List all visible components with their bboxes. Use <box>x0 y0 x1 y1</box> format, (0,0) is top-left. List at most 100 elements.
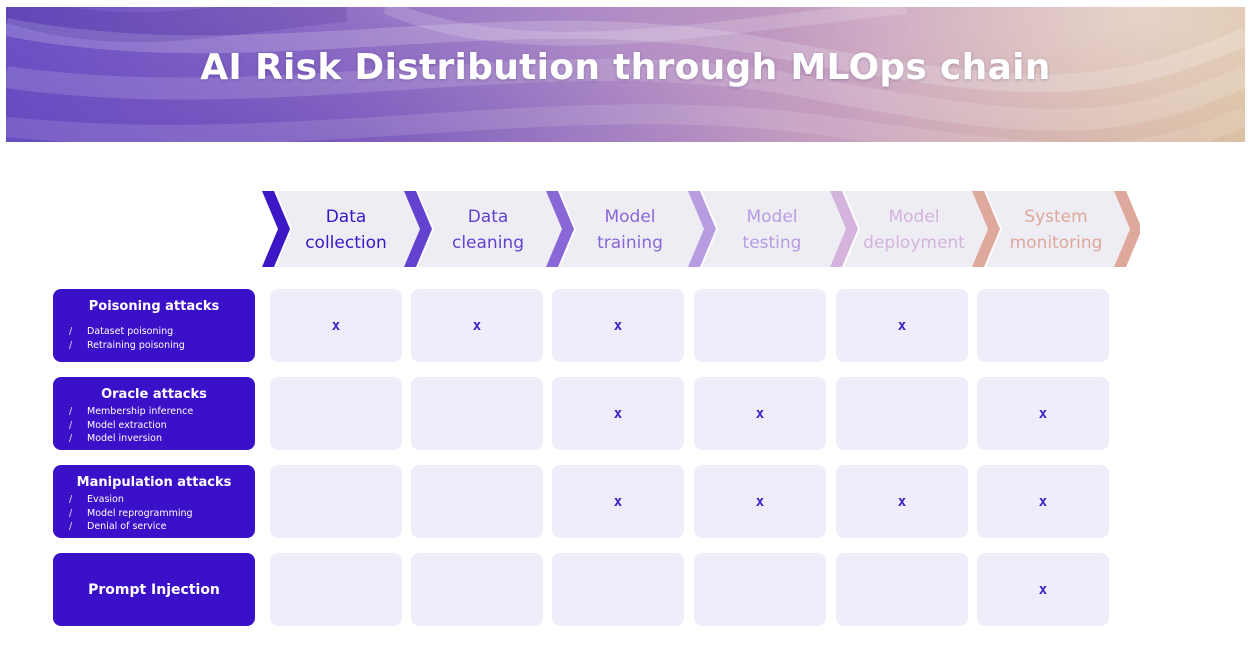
attack-subitem-label: Evasion <box>87 494 124 505</box>
stage-chevron-body <box>560 191 704 267</box>
risk-mark: x <box>1038 405 1048 422</box>
stage-2: Data cleaning <box>404 191 572 267</box>
stage-label: System monitoring <box>992 204 1120 256</box>
risk-mark: x <box>613 317 623 334</box>
stage-chevron <box>262 191 420 267</box>
attack-subitem: / Dataset poisoning <box>69 325 249 339</box>
attack-subitems: / Evasion / Model reprogramming / Denial of s… <box>69 493 249 534</box>
matrix-cell: x <box>836 465 968 538</box>
risk-mark: x <box>1038 581 1048 598</box>
stage-chevron-band <box>972 191 1000 267</box>
matrix-cell <box>552 553 684 626</box>
matrix-cell: x <box>411 289 543 362</box>
stage-label-line1: Model <box>746 207 798 227</box>
matrix-cell: x <box>552 465 684 538</box>
matrix-cell <box>270 465 402 538</box>
attack-label-1: Poisoning attacks / Dataset poisoning / Retr… <box>53 289 255 362</box>
stage-label-line2: deployment <box>863 233 965 253</box>
attack-subitem-label: Model inversion <box>87 433 162 444</box>
stage-label-line2: training <box>597 233 663 253</box>
stage-chevron-band <box>688 191 716 267</box>
attack-subitems: / Membership inference / Model extraction / M… <box>69 405 249 446</box>
matrix-cell <box>694 553 826 626</box>
stage-label-line1: Data <box>467 207 509 227</box>
matrix-cell <box>411 465 543 538</box>
stage-chevron <box>688 191 846 267</box>
item-prefix: / <box>69 521 73 532</box>
stage-chevron <box>972 191 1140 267</box>
matrix-cell <box>411 377 543 450</box>
stage-label: Model training <box>566 204 694 256</box>
title-banner: AI Risk Distribution through MLOps chain <box>6 7 1245 142</box>
risk-mark: x <box>755 405 765 422</box>
matrix-cell: x <box>552 377 684 450</box>
stage-label-line2: collection <box>305 233 387 253</box>
stage-label-line2: cleaning <box>451 233 524 253</box>
risk-mark: x <box>897 493 907 510</box>
stage-chevron-band <box>404 191 432 267</box>
stage-5: Model deployment <box>830 191 998 267</box>
stage-chevron-band <box>830 191 858 267</box>
attack-subitem-label: Denial of service <box>87 521 167 532</box>
stage-label: Data collection <box>282 204 410 256</box>
stage-chevron <box>546 191 704 267</box>
attack-subitem: / Model inversion <box>69 432 249 446</box>
stage-label-line1: Model <box>888 207 940 227</box>
stage-label-line2: monitoring <box>1009 233 1103 253</box>
risk-mark: x <box>755 493 765 510</box>
attack-subitem-label: Dataset poisoning <box>87 326 174 337</box>
attack-title: Prompt Injection <box>88 581 220 598</box>
page-title: AI Risk Distribution through MLOps chain <box>200 47 1051 88</box>
stage-chevron-body <box>986 191 1130 267</box>
stage-label-line2: testing <box>742 233 802 253</box>
stage-label-line1: Data <box>325 207 367 227</box>
matrix-cell: x <box>977 465 1109 538</box>
risk-mark: x <box>472 317 482 334</box>
attack-subitem-label: Retraining poisoning <box>87 339 185 351</box>
item-prefix: / <box>69 507 73 519</box>
risk-mark: x <box>1038 493 1048 510</box>
attack-label-3: Manipulation attacks / Evasion / Model repro… <box>53 465 255 538</box>
attack-title: Poisoning attacks <box>88 299 220 314</box>
stage-chevron <box>404 191 562 267</box>
attack-label-2: Oracle attacks / Membership inference / Mode… <box>53 377 255 450</box>
attack-subitem-label: Membership inference <box>87 406 194 417</box>
stage-3: Model training <box>546 191 714 267</box>
attack-subitem: / Evasion <box>69 493 249 507</box>
attack-label-4: Prompt Injection <box>53 553 255 626</box>
stage-chevron-end <box>1114 191 1140 267</box>
item-prefix: / <box>69 406 73 417</box>
matrix-cell <box>836 553 968 626</box>
matrix-cell: x <box>694 377 826 450</box>
attack-title: Manipulation attacks <box>76 475 232 490</box>
item-prefix: / <box>69 433 73 444</box>
attack-subitem: / Denial of service <box>69 520 249 534</box>
risk-mark: x <box>897 317 907 334</box>
stage-label: Data cleaning <box>424 204 552 256</box>
stage-chevron <box>830 191 988 267</box>
matrix-cell <box>977 289 1109 362</box>
attack-subitems: / Dataset poisoning / Retraining poisoning <box>69 325 249 352</box>
stage-label-line1: Model <box>604 207 656 227</box>
matrix-cell: x <box>552 289 684 362</box>
stage-chevron-band <box>262 191 290 267</box>
item-prefix: / <box>69 326 73 337</box>
matrix-cell: x <box>977 377 1109 450</box>
stage-label: Model testing <box>708 204 836 256</box>
matrix-cell: x <box>694 465 826 538</box>
risk-mark: x <box>613 493 623 510</box>
stage-1: Data collection <box>262 191 430 267</box>
banner-wave-decoration <box>6 7 1245 142</box>
stage-chevron-body <box>844 191 988 267</box>
matrix-cell <box>270 377 402 450</box>
matrix-cell <box>411 553 543 626</box>
stage-chevron-body <box>418 191 562 267</box>
risk-mark: x <box>331 317 341 334</box>
item-prefix: / <box>69 419 73 431</box>
matrix-cell <box>836 377 968 450</box>
attack-title: Oracle attacks <box>101 387 207 402</box>
risk-mark: x <box>613 405 623 422</box>
stage-chevron-body <box>276 191 420 267</box>
attack-subitem: / Membership inference <box>69 405 249 419</box>
stage-chevron-band <box>546 191 574 267</box>
